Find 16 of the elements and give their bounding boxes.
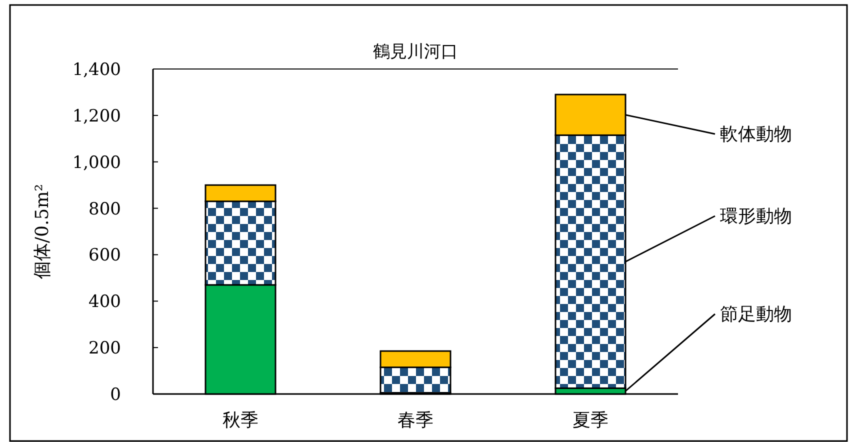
y-axis-title: 個体/0.5m² [32,184,53,279]
x-tick-label: 秋季 [222,410,258,431]
y-tick-label: 0 [110,385,121,405]
text: 環形動物 [720,206,792,227]
x-tick-label: 春季 [398,410,434,431]
x-tick-label: 夏季 [572,410,608,431]
text: 軟体動物 [720,124,792,145]
chart-title: 鶴見川河口 [373,42,458,62]
y-tick-label: 800 [88,199,121,220]
y-tick-label: 200 [88,338,121,359]
y-tick-label: 1,200 [72,106,121,126]
y-tick-label: 600 [88,246,121,266]
y-tick-label: 400 [88,292,121,312]
text: 節足動物 [720,304,792,325]
y-tick-label: 1,400 [72,60,121,80]
y-tick-label: 1,000 [72,152,121,173]
